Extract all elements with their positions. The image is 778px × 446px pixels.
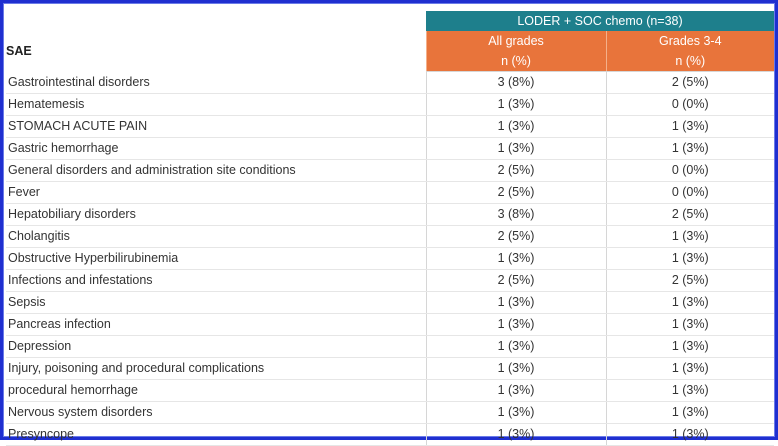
all-grades-cell: 2 (5%) [425,159,606,182]
table-row: Gastrointestinal disorders 3 (8%) 2 (5%) [6,71,775,94]
event-name-cell: General disorders and administration sit… [6,159,426,182]
table-row: Injury, poisoning and procedural complic… [6,357,775,380]
table-row: General disorders and administration sit… [6,159,775,182]
all-grades-cell: 1 (3%) [425,93,606,116]
event-name-cell: Gastric hemorrhage [6,137,426,160]
sae-column-header: SAE [6,44,32,59]
event-name-cell: procedural hemorrhage [6,379,426,402]
event-name-cell: Fever [6,181,426,204]
sae-table: LODER + SOC chemo (n=38) SAE All grades … [6,11,775,446]
all-grades-cell: 1 (3%) [425,291,606,314]
table-row: Fever 2 (5%) 0 (0%) [6,181,775,204]
grades-3-4-cell: 1 (3%) [605,115,775,138]
treatment-group-header: LODER + SOC chemo (n=38) [426,11,775,31]
event-name-cell: Injury, poisoning and procedural complic… [6,357,426,380]
grades-3-4-cell: 2 (5%) [605,203,775,226]
grades-3-4-header: Grades 3-4 [605,31,775,51]
table-row: Pancreas infection 1 (3%) 1 (3%) [6,313,775,336]
all-grades-cell: 1 (3%) [425,115,606,138]
event-name-cell: Hematemesis [6,93,426,116]
grades-3-4-cell: 1 (3%) [605,291,775,314]
all-grades-cell: 1 (3%) [425,313,606,336]
event-name-cell: Sepsis [6,291,426,314]
all-grades-unit: n (%) [425,51,606,72]
all-grades-cell: 2 (5%) [425,225,606,248]
all-grades-cell: 2 (5%) [425,269,606,292]
table-row: Depression 1 (3%) 1 (3%) [6,335,775,358]
all-grades-cell: 1 (3%) [425,401,606,424]
event-name-cell: STOMACH ACUTE PAIN [6,115,426,138]
table-row: Hematemesis 1 (3%) 0 (0%) [6,93,775,116]
table-row: procedural hemorrhage 1 (3%) 1 (3%) [6,379,775,402]
all-grades-cell: 1 (3%) [425,379,606,402]
all-grades-header: All grades [425,31,606,51]
grades-3-4-cell: 1 (3%) [605,313,775,336]
grades-3-4-cell: 1 (3%) [605,247,775,270]
header-blank-cell [6,11,426,31]
all-grades-cell: 1 (3%) [425,357,606,380]
table-row: Sepsis 1 (3%) 1 (3%) [6,291,775,314]
event-name-cell: Hepatobiliary disorders [6,203,426,226]
all-grades-cell: 1 (3%) [425,137,606,160]
all-grades-cell: 3 (8%) [425,203,606,226]
table-row: STOMACH ACUTE PAIN 1 (3%) 1 (3%) [6,115,775,138]
grades-3-4-cell: 1 (3%) [605,401,775,424]
grades-3-4-cell: 1 (3%) [605,225,775,248]
all-grades-cell: 2 (5%) [425,181,606,204]
event-name-cell: Infections and infestations [6,269,426,292]
grades-3-4-cell: 1 (3%) [605,379,775,402]
event-name-cell: Presyncope [6,423,426,446]
table-row: Nervous system disorders 1 (3%) 1 (3%) [6,401,775,424]
table-row: Hepatobiliary disorders 3 (8%) 2 (5%) [6,203,775,226]
grades-3-4-cell: 1 (3%) [605,357,775,380]
event-name-cell: Obstructive Hyperbilirubinemia [6,247,426,270]
grades-3-4-cell: 2 (5%) [605,71,775,94]
all-grades-cell: 3 (8%) [425,71,606,94]
table-row: Obstructive Hyperbilirubinemia 1 (3%) 1 (3… [6,247,775,270]
event-name-cell: Cholangitis [6,225,426,248]
all-grades-cell: 1 (3%) [425,423,606,446]
event-name-cell: Gastrointestinal disorders [6,71,426,94]
event-name-cell: Depression [6,335,426,358]
table-row: Gastric hemorrhage 1 (3%) 1 (3%) [6,137,775,160]
grades-3-4-cell: 0 (0%) [605,93,775,116]
table-row: Cholangitis 2 (5%) 1 (3%) [6,225,775,248]
grades-3-4-cell: 1 (3%) [605,423,775,446]
grades-3-4-unit: n (%) [605,51,775,72]
event-name-cell: Pancreas infection [6,313,426,336]
table-row: Infections and infestations 2 (5%) 2 (5%) [6,269,775,292]
grades-3-4-cell: 1 (3%) [605,137,775,160]
event-name-cell: Nervous system disorders [6,401,426,424]
grades-3-4-cell: 0 (0%) [605,181,775,204]
grades-3-4-cell: 2 (5%) [605,269,775,292]
all-grades-cell: 1 (3%) [425,247,606,270]
grades-3-4-cell: 1 (3%) [605,335,775,358]
grades-3-4-cell: 0 (0%) [605,159,775,182]
all-grades-cell: 1 (3%) [425,335,606,358]
table-row: Presyncope 1 (3%) 1 (3%) [6,423,775,446]
